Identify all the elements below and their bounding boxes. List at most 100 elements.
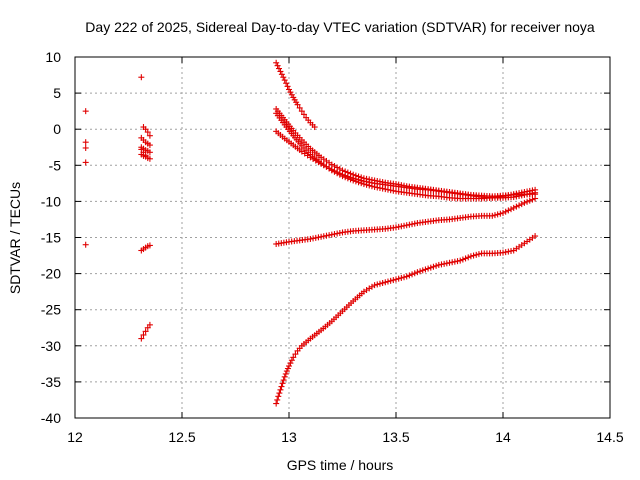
data-point (425, 265, 432, 272)
data-point (350, 177, 357, 184)
data-point (146, 242, 153, 249)
data-point (366, 182, 373, 189)
data-point (521, 199, 528, 206)
x-tick-label: 14.5 (596, 429, 623, 445)
data-point (524, 198, 531, 205)
data-point (82, 108, 89, 115)
plot-frame (74, 56, 611, 419)
data-point (273, 400, 280, 407)
data-point (497, 210, 504, 217)
data-point (286, 363, 292, 370)
data-point (510, 204, 517, 211)
y-tick-label: -35 (41, 374, 61, 390)
x-tick-label: 14 (495, 429, 511, 445)
data-point (287, 360, 294, 367)
data-point (275, 393, 282, 400)
data-point (142, 152, 149, 159)
data-point (282, 370, 289, 377)
data-point (462, 255, 469, 262)
data-point (422, 266, 429, 273)
y-tick-label: -30 (41, 338, 61, 354)
data-point (281, 373, 288, 380)
data-point (82, 139, 89, 146)
data-point (430, 263, 437, 270)
y-axis-label: SDTVAR / TECUs (7, 182, 23, 294)
data-point (280, 74, 287, 81)
data-point (379, 279, 386, 286)
data-point (342, 174, 349, 181)
data-point (138, 335, 145, 342)
data-point (371, 282, 378, 289)
x-tick-label: 12.5 (168, 429, 195, 445)
data-point (140, 331, 147, 338)
data-point (532, 233, 539, 240)
x-tick-label: 13 (281, 429, 297, 445)
data-point (500, 209, 506, 216)
data-point (82, 144, 89, 151)
y-tick-label: -5 (49, 157, 62, 173)
data-point (294, 101, 301, 108)
y-tick-label: 5 (53, 85, 61, 101)
data-point (403, 273, 410, 280)
data-point (401, 274, 408, 281)
data-point (328, 161, 335, 168)
data-point (433, 262, 440, 269)
data-point (82, 241, 89, 248)
data-point (347, 176, 354, 183)
data-point (300, 111, 307, 118)
data-point (138, 74, 145, 81)
data-point (398, 274, 405, 281)
data-point (508, 206, 515, 213)
data-point (274, 396, 281, 403)
data-point (281, 77, 288, 84)
data-point (146, 155, 153, 162)
data-point (491, 212, 498, 219)
data-point (339, 173, 346, 180)
data-point (279, 380, 286, 387)
data-point (280, 377, 287, 384)
data-point (144, 129, 151, 136)
data-point (513, 203, 520, 210)
data-point (286, 86, 292, 93)
data-point (387, 277, 394, 284)
data-point (277, 68, 284, 75)
data-point (146, 321, 153, 328)
x-tick-label: 13.5 (382, 429, 409, 445)
data-point (526, 197, 533, 204)
data-point (374, 281, 381, 288)
data-point (146, 149, 153, 156)
data-point (382, 279, 389, 286)
data-point (417, 268, 424, 275)
data-point (411, 270, 418, 277)
data-point (457, 257, 464, 264)
data-point (296, 104, 303, 111)
axis-layer: 12 12.5 13 13.5 14 14.5 10 5 0 -5 -10 -15 -20 -25 -30 -… (41, 49, 624, 445)
data-point (465, 254, 472, 261)
data-point (532, 195, 539, 202)
points-layer (82, 59, 539, 407)
data-point (516, 202, 523, 209)
data-point (352, 178, 359, 185)
data-point (518, 201, 525, 208)
data-point (277, 386, 284, 393)
data-point (283, 80, 290, 87)
data-point (459, 256, 466, 263)
data-point (278, 383, 285, 390)
data-point (334, 170, 341, 177)
data-point (360, 181, 367, 188)
data-point (414, 269, 421, 276)
data-point (82, 159, 89, 166)
data-point (473, 251, 480, 258)
data-point (344, 175, 351, 182)
data-point (489, 212, 496, 219)
data-point (494, 211, 501, 218)
data-point (475, 251, 482, 258)
y-tick-label: -20 (41, 266, 61, 282)
data-point (292, 351, 299, 358)
data-point (358, 180, 365, 187)
data-point (355, 179, 362, 186)
data-point (384, 278, 391, 285)
data-point (336, 171, 343, 178)
